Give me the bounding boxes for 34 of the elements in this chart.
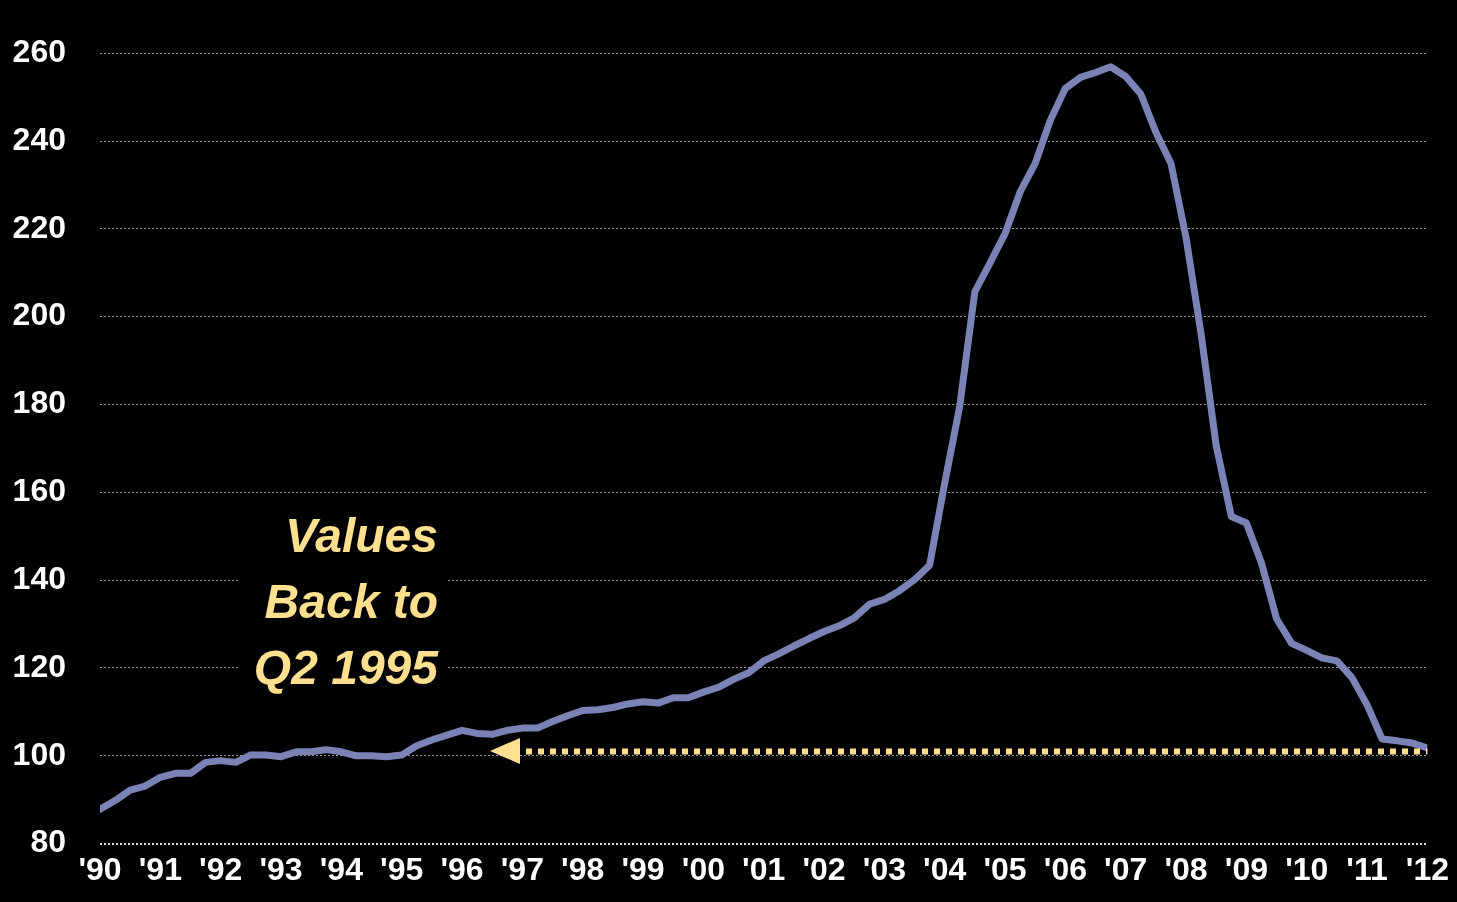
y-tick-label: 160	[12, 472, 66, 509]
x-tick-label: '90	[78, 850, 122, 887]
y-tick-label: 220	[12, 208, 66, 245]
annotation: Values Back to Q2 1995	[240, 503, 446, 702]
x-tick-label: '95	[380, 850, 424, 887]
x-tick-label: '10	[1285, 850, 1329, 887]
x-tick-label: '97	[500, 850, 544, 887]
y-tick-label: 100	[12, 735, 66, 772]
x-tick-label: '01	[742, 850, 786, 887]
x-tick-label: '08	[1164, 850, 1208, 887]
y-tick-label: 120	[12, 647, 66, 684]
y-tick-label: 240	[12, 120, 66, 157]
x-tick-label: '92	[199, 850, 243, 887]
x-tick-label: '96	[440, 850, 484, 887]
x-tick-label: '04	[923, 850, 967, 887]
y-tick-label: 80	[30, 823, 66, 860]
x-tick-label: '93	[259, 850, 303, 887]
x-tick-label: '02	[802, 850, 846, 887]
x-tick-label: '11	[1346, 850, 1388, 887]
y-tick-label: 260	[12, 33, 66, 70]
x-tick-label: '99	[621, 850, 665, 887]
x-tick-label: '98	[561, 850, 605, 887]
x-tick-label: '09	[1224, 850, 1268, 887]
x-tick-label: '03	[862, 850, 906, 887]
x-tick-label: '00	[681, 850, 725, 887]
x-tick-label: '91	[138, 850, 182, 887]
x-tick-label: '07	[1104, 850, 1148, 887]
x-tick-label: '94	[319, 850, 364, 887]
y-tick-label: 180	[12, 384, 66, 421]
x-tick-label: '05	[983, 850, 1027, 887]
x-tick-label: '06	[1043, 850, 1087, 887]
y-tick-label: 140	[12, 559, 66, 596]
x-tick-label: '12	[1405, 850, 1449, 887]
y-tick-label: 200	[12, 296, 66, 333]
